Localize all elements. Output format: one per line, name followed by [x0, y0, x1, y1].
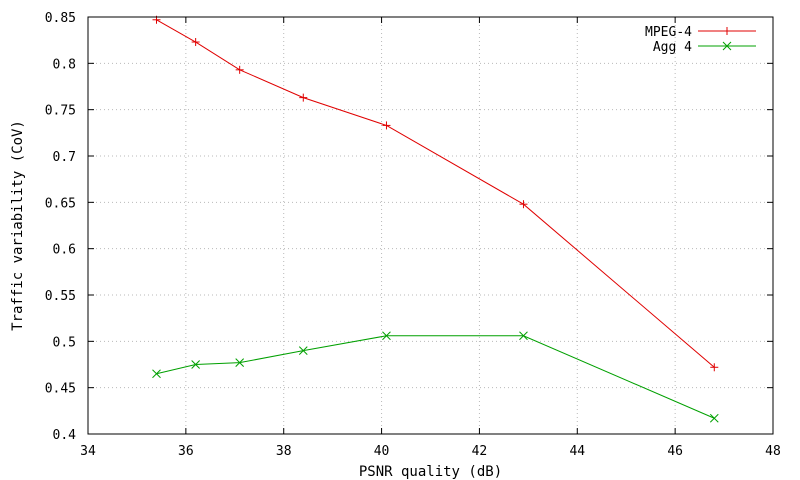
data-point-agg-4 — [152, 369, 161, 379]
legend-marker-mpeg-4 — [723, 27, 731, 35]
data-point-agg-4 — [709, 413, 719, 423]
y-tick-label: 0.8 — [53, 57, 76, 72]
y-tick-label: 0.45 — [45, 382, 76, 397]
data-point-agg-4 — [519, 331, 528, 341]
y-tick-label: 0.55 — [45, 289, 76, 304]
y-tick-label: 0.85 — [45, 11, 76, 26]
x-tick-label: 38 — [276, 444, 292, 459]
y-tick-label: 0.75 — [45, 104, 76, 119]
y-tick-label: 0.4 — [53, 428, 77, 443]
legend-marker-agg-4 — [722, 41, 732, 51]
x-tick-label: 46 — [667, 444, 683, 459]
legend-label-mpeg-4: MPEG-4 — [645, 25, 692, 40]
x-tick-label: 48 — [765, 444, 781, 459]
x-tick-label: 34 — [80, 444, 96, 459]
legend-label-agg-4: Agg 4 — [653, 40, 692, 55]
y-axis-label: Traffic variability (CoV) — [10, 120, 26, 331]
data-point-mpeg-4 — [382, 121, 391, 130]
y-tick-label: 0.7 — [53, 150, 76, 165]
data-point-agg-4 — [382, 331, 391, 341]
x-axis-label: PSNR quality (dB) — [359, 464, 502, 480]
x-tick-label: 44 — [569, 444, 585, 459]
x-tick-label: 36 — [178, 444, 194, 459]
series-line-agg-4 — [156, 335, 715, 419]
grid-layer — [88, 17, 773, 434]
data-point-agg-4 — [235, 358, 245, 368]
axis-layer: 34 36 38 40 42 44 46 48 0.4 0.45 0.5 0.55 0.6 0.65 0.7… — [45, 11, 781, 459]
y-tick-label: 0.5 — [53, 335, 76, 350]
x-tick-label: 42 — [472, 444, 488, 459]
data-point-mpeg-4 — [235, 65, 244, 74]
x-tick-label: 40 — [374, 444, 390, 459]
y-tick-label: 0.6 — [53, 243, 76, 258]
data-point-mpeg-4 — [519, 200, 528, 209]
y-tick-label: 0.65 — [45, 196, 76, 211]
data-point-agg-4 — [298, 346, 308, 355]
data-point-mpeg-4 — [299, 93, 308, 102]
plot-frame — [87, 16, 774, 435]
data-point-mpeg-4 — [191, 38, 200, 47]
data-point-mpeg-4 — [710, 363, 719, 372]
series-layer — [152, 15, 719, 423]
data-point-agg-4 — [191, 360, 200, 369]
